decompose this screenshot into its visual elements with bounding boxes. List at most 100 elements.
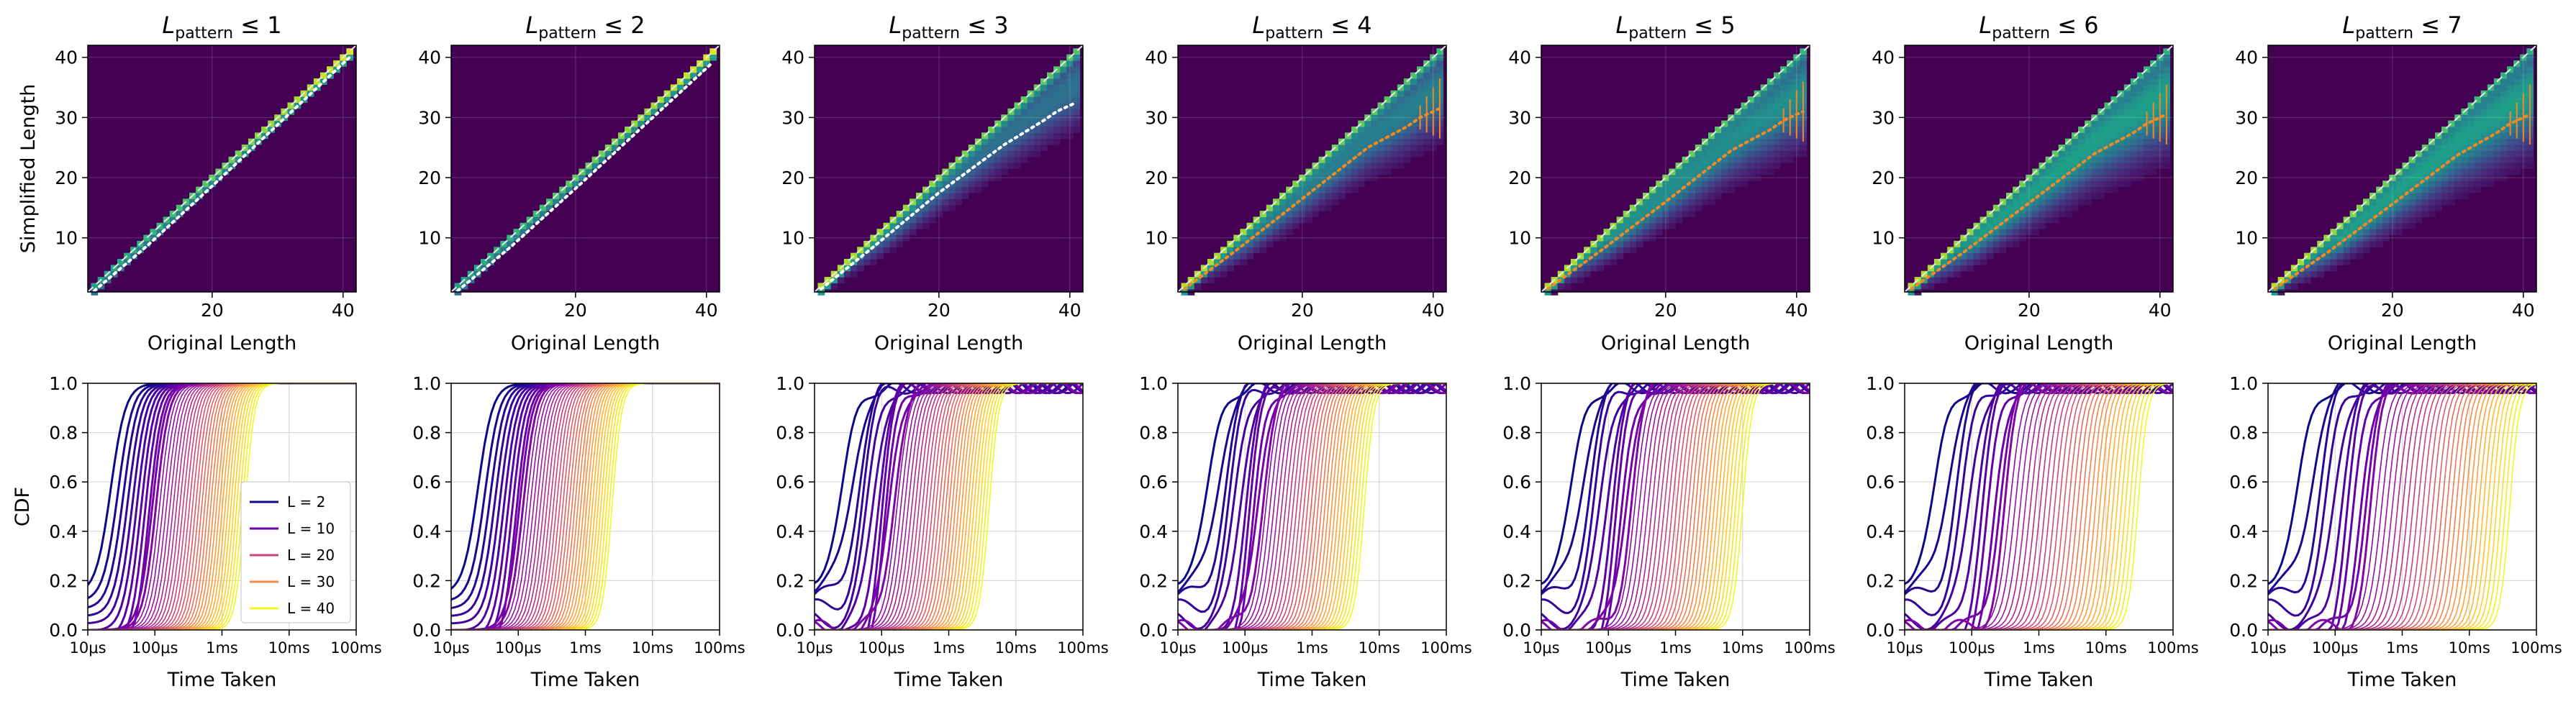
x-tick-label: 10μs [1159,639,1196,657]
heatmap-cell [2500,163,2508,170]
heatmap-cell [1040,96,1048,104]
heatmap-cell [2408,180,2416,188]
heatmap-cell [1331,192,1339,199]
heatmap-cell [1747,102,1755,109]
cdf-series-line [451,383,720,630]
heatmap-cell [1741,102,1749,109]
heatmap-cell [2157,138,2164,145]
heatmap-cell [2110,156,2118,163]
cdf-series-line [815,383,1083,630]
heatmap-cell [2474,174,2482,181]
cdf-series-line [1541,383,1810,630]
heatmap-cell [1073,66,1081,73]
heatmap-cell [1377,145,1385,152]
heatmap-cell [2097,163,2105,170]
x-tick-label: 10μs [796,639,833,657]
heatmap-cell [1073,90,1081,97]
panel-title: Lpattern ≤ 2 [525,12,645,42]
heatmap-cell [117,258,124,265]
heatmap-cell [1227,252,1234,260]
heatmap-cell [1954,258,1961,265]
heatmap-cell [2058,156,2066,163]
x-tick-label: 10μs [1886,639,1923,657]
heatmap-cell [507,240,514,247]
heatmap-cell [2013,229,2020,236]
heatmap-cell [1390,96,1398,104]
heatmap-cell [1707,145,1715,152]
trend-line [2273,113,2531,291]
heatmap-cell [889,247,897,254]
heatmap-cell [1207,277,1215,284]
heatmap-cell [1066,114,1074,122]
y-tick-label: 0.2 [1502,570,1531,591]
heatmap-cell [1066,132,1074,140]
heatmap-cell [2441,168,2449,175]
heatmap-cell [870,234,878,242]
heatmap-cell [2395,180,2403,188]
heatmap-cell [2032,216,2040,224]
heatmap-cell [1721,145,1728,152]
y-tick-label: 0.6 [412,472,441,493]
heatmap-cell [1397,114,1405,122]
heatmap-cell [1767,168,1774,175]
heatmap-cell [1286,198,1293,206]
heatmap-cell [2097,192,2105,199]
heatmap-cell [1299,174,1307,181]
heatmap-cell [1279,222,1287,229]
heatmap-cell [2304,252,2311,260]
heatmap-cell [2110,168,2118,175]
heatmap-cell [1292,180,1300,188]
heatmap-cell [1656,222,1663,229]
heatmap-cell [1377,168,1385,175]
heatmap-cell [294,96,301,104]
heatmap-cell [909,204,917,211]
heatmap-cell [2520,66,2527,73]
heatmap-cell [1707,138,1715,145]
heatmap-cell [1040,126,1048,133]
heatmap-cell [2474,120,2482,127]
heatmap-cell [1390,145,1398,152]
heatmap-cell [1986,234,1994,242]
heatmap-cell [2163,66,2171,73]
heatmap-cell [1292,222,1300,229]
heatmap-cell [1364,168,1371,175]
heatmap-cell [994,132,1002,140]
heatmap-cell [1410,72,1418,79]
cdf-series-line [2268,383,2536,630]
heatmap-cell [929,180,936,188]
heatmap-cell [1436,48,1444,55]
heatmap-cell [2376,204,2383,211]
heatmap-cell [2051,174,2059,181]
heatmap-cell [1967,234,1974,242]
heatmap-cell [2117,120,2125,127]
heatmap-cell [1728,168,1735,175]
heatmap-cell [2434,145,2442,152]
heatmap-cell [2461,132,2469,140]
cdf-series-line [88,383,356,630]
heatmap-cell [1741,132,1749,140]
heatmap-cell [2408,198,2416,206]
heatmap-cell [1073,96,1081,104]
heatmap-cell [2026,192,2033,199]
cdf-series-line [1541,383,1810,630]
heatmap-cell [1292,211,1300,218]
heatmap-cell [2304,277,2311,284]
x-tick-label: 40 [1422,300,1445,321]
cdf-series-line [1905,383,2173,630]
heatmap-cell [2402,204,2410,211]
heatmap-cell [2104,186,2112,193]
heatmap-cell [604,150,612,157]
heatmap-cell [1053,96,1061,104]
cdf-series-line [451,383,720,630]
heatmap-cell [2136,163,2144,170]
heatmap-cell [2130,96,2138,104]
heatmap-cell [1767,132,1774,140]
trend-line [820,101,1078,291]
heatmap-cell [2382,211,2390,218]
cdf-series-line [1905,383,2173,630]
heatmap-cell [1656,229,1663,236]
heatmap-cell [1033,150,1041,157]
heatmap-cell [2130,145,2138,152]
cdf-series-line [2268,383,2536,630]
